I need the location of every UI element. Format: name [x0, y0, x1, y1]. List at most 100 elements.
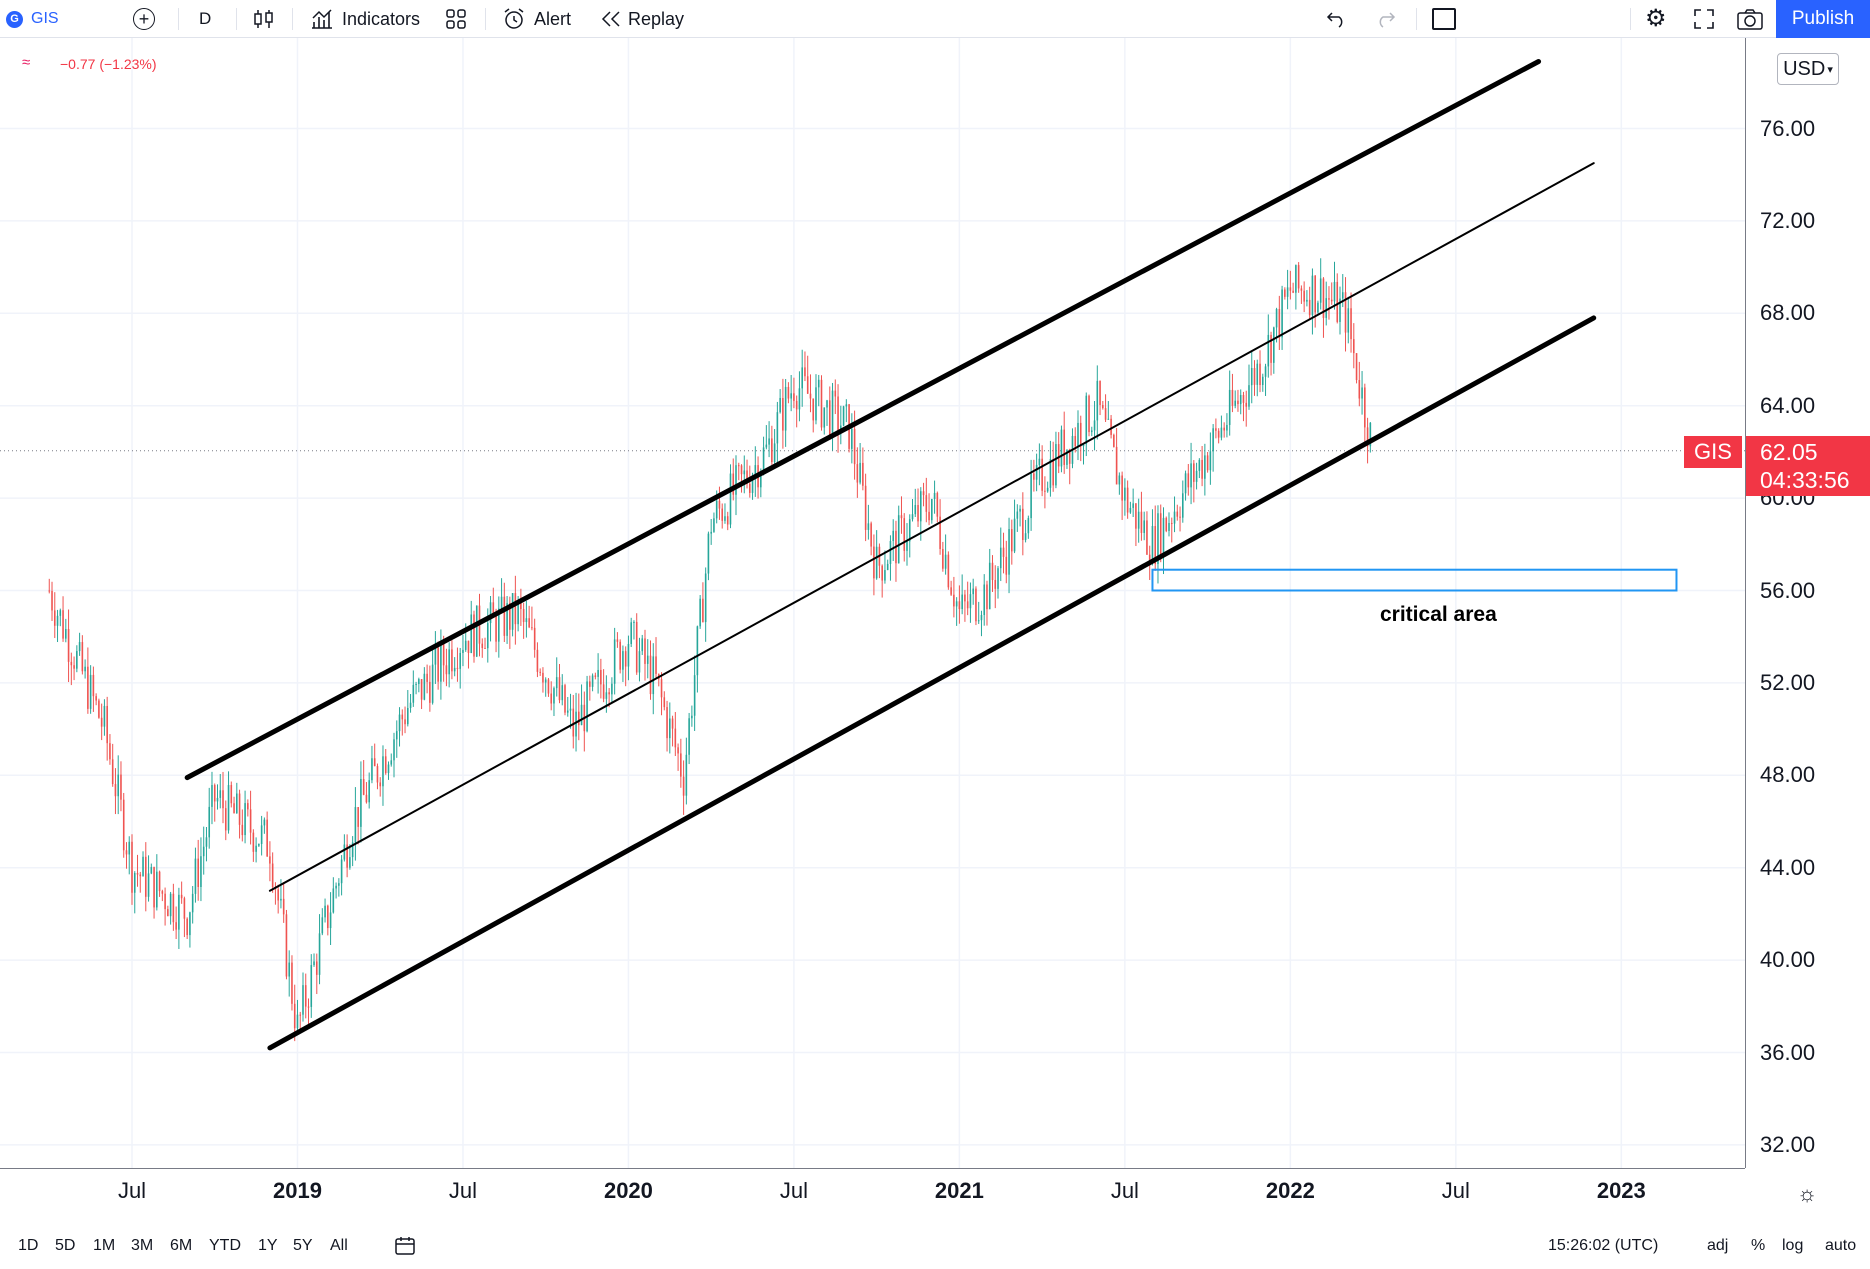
- range-button-all[interactable]: All: [330, 1237, 348, 1254]
- settings-button[interactable]: ⚙: [1645, 0, 1667, 38]
- candle-body: [486, 623, 489, 649]
- candle-body: [1132, 503, 1134, 508]
- candle-body: [205, 837, 208, 847]
- range-button-1m[interactable]: 1M: [93, 1237, 116, 1254]
- price-tick-label: 76.00: [1760, 115, 1816, 141]
- range-button-6m[interactable]: 6M: [170, 1237, 193, 1254]
- candle-body: [517, 600, 519, 625]
- candle-body: [197, 858, 199, 887]
- price-tick-label: 52.00: [1760, 669, 1816, 695]
- candle-body: [1140, 511, 1143, 533]
- candle-body: [161, 891, 164, 894]
- chart-pane[interactable]: [0, 38, 1745, 1168]
- candle-body: [1352, 339, 1355, 354]
- candle-body: [555, 677, 558, 689]
- candle-body: [793, 393, 795, 401]
- redo-button[interactable]: [1374, 0, 1396, 38]
- fullscreen-icon: [1694, 9, 1714, 29]
- clock-label[interactable]: 15:26:02 (UTC): [1548, 1237, 1659, 1254]
- candle-body: [691, 715, 693, 719]
- time-axis[interactable]: [0, 1168, 1745, 1215]
- candle-body: [401, 714, 404, 720]
- auto-toggle[interactable]: auto: [1825, 1237, 1857, 1254]
- candle-body: [92, 674, 95, 697]
- channel-line-lower: [267, 315, 1597, 1051]
- candle-body: [539, 671, 541, 673]
- candle-body: [332, 888, 335, 913]
- candle-body: [407, 708, 409, 725]
- symbol-search-button[interactable]: G GIS: [6, 0, 59, 38]
- candle-body: [285, 914, 288, 977]
- interval-button[interactable]: D: [199, 0, 211, 38]
- price-tick-label: 56.00: [1760, 577, 1816, 603]
- candle-body: [271, 863, 274, 888]
- candle-body: [484, 647, 486, 649]
- candle-body: [1217, 430, 1220, 438]
- candle-body: [514, 593, 517, 625]
- candle-body: [462, 649, 464, 653]
- percent-toggle[interactable]: %: [1751, 1237, 1766, 1254]
- range-button-1y[interactable]: 1Y: [258, 1237, 278, 1254]
- candle-body: [671, 718, 674, 729]
- indicators-button[interactable]: Indicators: [310, 0, 420, 38]
- price-axis[interactable]: [1745, 38, 1870, 1168]
- candle-body: [550, 693, 553, 704]
- replay-button[interactable]: Replay: [600, 0, 684, 38]
- candle-body: [1093, 420, 1096, 431]
- candle-body: [321, 917, 324, 934]
- candle-body: [1303, 290, 1305, 302]
- candle-body: [961, 594, 963, 610]
- range-button-1d[interactable]: 1D: [18, 1237, 39, 1254]
- candle-body: [1322, 278, 1325, 318]
- candle-body: [768, 438, 770, 445]
- candle-body: [704, 573, 707, 623]
- candle-body: [1022, 508, 1024, 541]
- candle-body: [324, 905, 326, 918]
- candle-body: [404, 719, 406, 725]
- log-toggle[interactable]: log: [1782, 1237, 1804, 1254]
- publish-button[interactable]: Publish: [1776, 0, 1870, 38]
- axis-settings-button[interactable]: ☼: [1797, 1181, 1817, 1207]
- candle-body: [958, 601, 961, 610]
- fullscreen-button[interactable]: [1694, 0, 1714, 38]
- currency-button[interactable]: USD ▾: [1777, 53, 1839, 85]
- compare-add-button[interactable]: +: [133, 0, 155, 38]
- snapshot-button[interactable]: [1737, 0, 1763, 38]
- candle-body: [801, 367, 803, 389]
- bar-countdown: 04:33:56: [1760, 467, 1850, 493]
- price-tick-label: 36.00: [1760, 1039, 1816, 1065]
- price-tick-label: 68.00: [1760, 300, 1816, 326]
- candle-body: [575, 711, 577, 737]
- adjust-toggle[interactable]: adj: [1707, 1237, 1729, 1254]
- candle-body: [227, 785, 230, 831]
- candle-body: [533, 627, 536, 650]
- undo-button[interactable]: [1326, 0, 1348, 38]
- candle-body: [191, 893, 194, 913]
- range-button-5d[interactable]: 5D: [55, 1237, 76, 1254]
- candle-body: [663, 697, 666, 708]
- candle-body: [955, 601, 958, 607]
- candle-body: [464, 640, 467, 650]
- candle-body: [393, 739, 395, 761]
- candle-body: [1300, 288, 1303, 291]
- alert-button[interactable]: Alert: [502, 0, 571, 38]
- chart-type-button[interactable]: [253, 0, 275, 38]
- candle-body: [144, 856, 147, 897]
- candle-body: [1355, 353, 1358, 381]
- candle-body: [349, 857, 351, 868]
- fullscreen-drawing-button[interactable]: [1432, 0, 1456, 38]
- candle-body: [922, 491, 925, 496]
- candle-body: [569, 708, 572, 711]
- candle-body: [787, 386, 790, 399]
- goto-date-button[interactable]: [394, 1236, 416, 1261]
- candle-body: [109, 743, 111, 760]
- candle-body: [1234, 400, 1236, 406]
- range-button-ytd[interactable]: YTD: [209, 1237, 241, 1254]
- range-button-5y[interactable]: 5Y: [293, 1237, 313, 1254]
- candle-body: [743, 470, 746, 475]
- layouts-button[interactable]: [445, 0, 467, 38]
- candle-body: [881, 565, 883, 581]
- candle-body: [1220, 427, 1223, 438]
- bottom-toolbar: 1D 5D 1M 3M 6M YTD 1Y 5Y All 15:26:02 (UTC) adj …: [0, 1228, 1870, 1269]
- range-button-3m[interactable]: 3M: [131, 1237, 154, 1254]
